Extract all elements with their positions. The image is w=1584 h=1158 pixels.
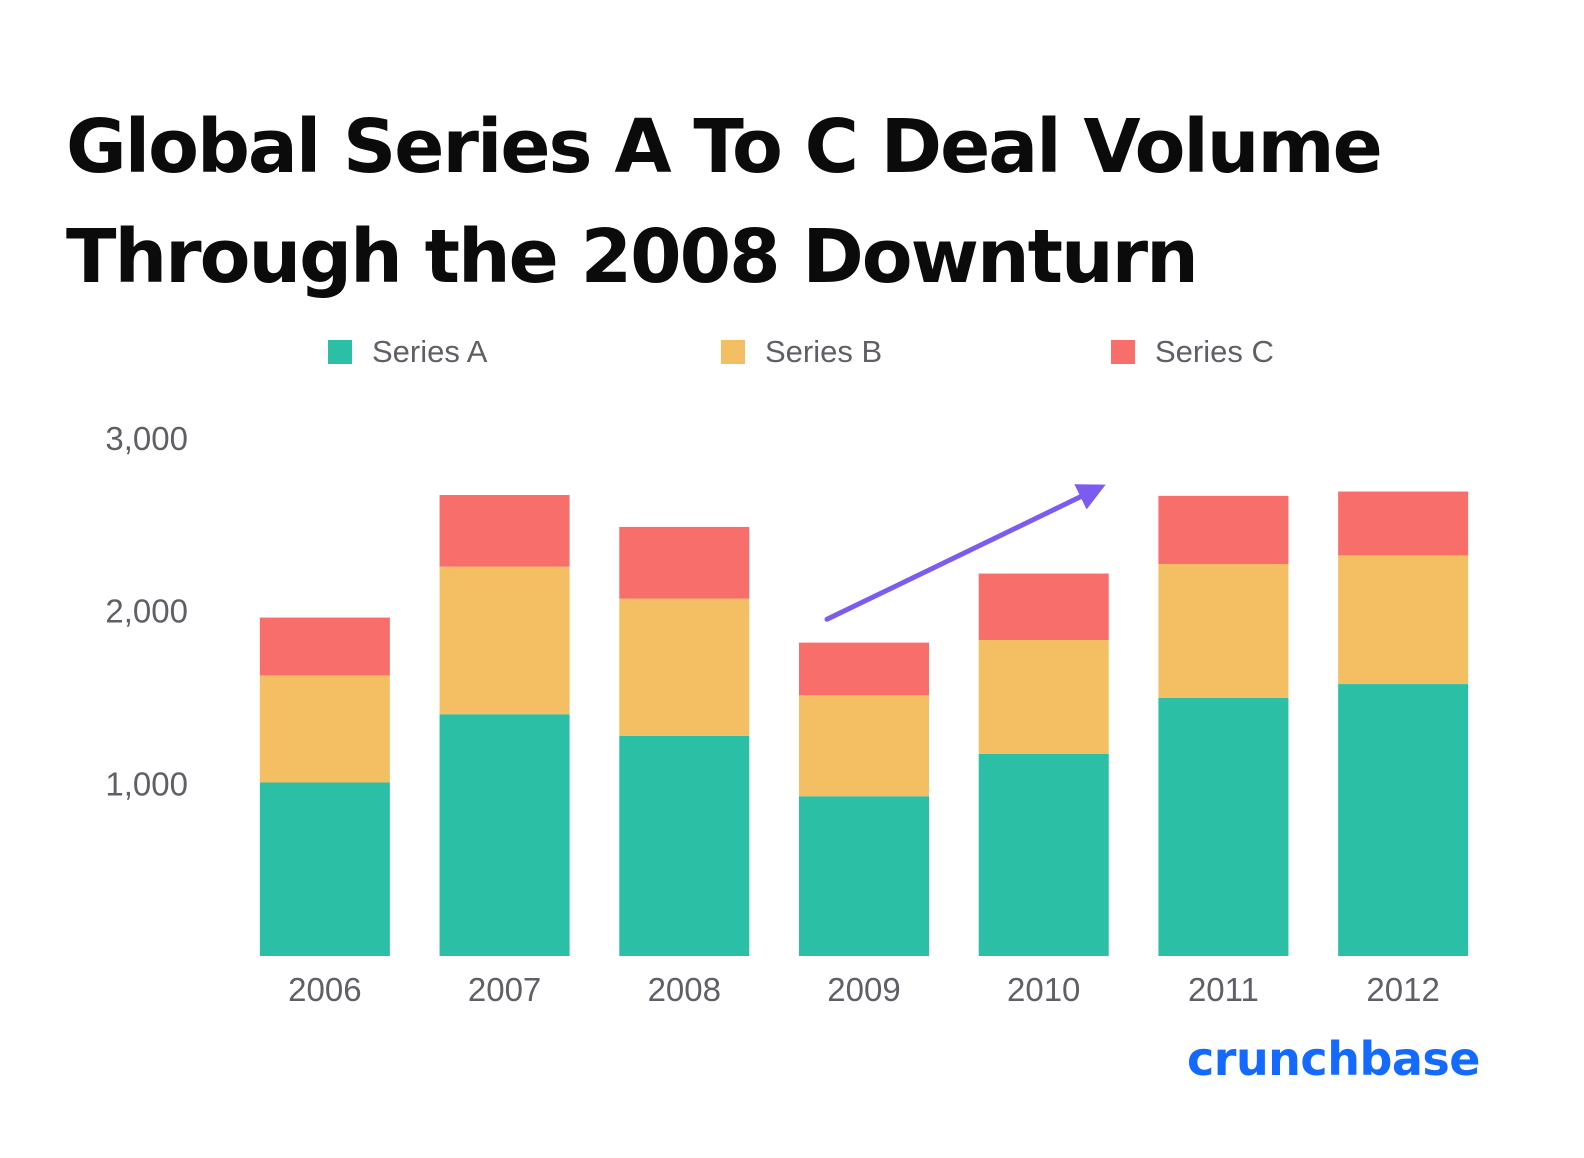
chart-title-line-2: Through the 2008 Downturn xyxy=(66,214,1199,300)
legend-item-series-a: Series A xyxy=(328,330,487,374)
bar-stack-2007 xyxy=(439,494,570,956)
legend-swatch-series-a xyxy=(328,340,352,364)
legend-item-series-b: Series B xyxy=(721,330,882,374)
bar-segment-series-c-2010 xyxy=(978,573,1109,641)
bar-segment-series-a-2006 xyxy=(259,782,390,956)
bar-stack-2012 xyxy=(1338,491,1469,956)
bar-stack-2006 xyxy=(259,617,390,956)
x-tick-label: 2010 xyxy=(1007,971,1080,1008)
legend-label-series-b: Series B xyxy=(765,334,883,369)
crunchbase-logo: crunchbase xyxy=(1186,1032,1481,1086)
bar-segment-series-a-2007 xyxy=(439,714,570,956)
bar-segment-series-b-2011 xyxy=(1158,564,1289,698)
bar-segment-series-a-2009 xyxy=(799,796,929,956)
y-tick-label: 3,000 xyxy=(105,420,188,457)
x-tick-label: 2009 xyxy=(827,971,900,1008)
bar-segment-series-a-2011 xyxy=(1158,697,1289,956)
chart-title-line-1: Global Series A To C Deal Volume xyxy=(66,104,1383,190)
trend-arrow-head xyxy=(1074,484,1106,510)
bar-segment-series-b-2007 xyxy=(439,566,570,715)
bar-segment-series-b-2012 xyxy=(1338,555,1469,685)
legend-swatch-series-b xyxy=(721,340,745,364)
legend-label-series-a: Series A xyxy=(372,334,488,369)
y-tick-label: 2,000 xyxy=(105,593,188,630)
bar-segment-series-c-2012 xyxy=(1338,491,1469,556)
x-tick-label: 2011 xyxy=(1188,971,1259,1008)
bar-segment-series-c-2007 xyxy=(439,494,570,567)
bar-segment-series-b-2006 xyxy=(259,675,390,783)
legend-item-series-c: Series C xyxy=(1111,330,1274,374)
bar-segment-series-c-2008 xyxy=(619,526,750,599)
bar-segment-series-a-2008 xyxy=(619,735,750,956)
bar-stack-2010 xyxy=(978,573,1109,956)
legend-label-series-c: Series C xyxy=(1155,334,1274,369)
bar-stack-2008 xyxy=(619,526,750,956)
bars xyxy=(259,491,1469,956)
y-tick-label: 1,000 xyxy=(105,765,188,802)
x-tick-label: 2008 xyxy=(648,971,721,1008)
bar-segment-series-b-2009 xyxy=(799,695,929,797)
chart-title: Global Series A To C Deal Volume Through… xyxy=(66,92,1526,312)
x-tick-label: 2006 xyxy=(288,971,361,1008)
x-axis: 2006 2007 2008 2009 2010 2011 2012 xyxy=(288,971,1440,1008)
chart-legend: Series A Series B Series C xyxy=(0,330,1584,374)
bar-stack-2009 xyxy=(799,642,929,956)
bar-segment-series-a-2010 xyxy=(978,753,1109,956)
annotations xyxy=(824,484,1106,622)
bar-segment-series-a-2012 xyxy=(1338,684,1469,956)
bar-segment-series-c-2011 xyxy=(1158,495,1289,565)
bar-segment-series-b-2010 xyxy=(978,640,1109,754)
bar-segment-series-c-2009 xyxy=(799,642,929,696)
x-tick-label: 2007 xyxy=(468,971,541,1008)
trend-arrow-shaft xyxy=(824,494,1084,622)
y-axis: 1,000 2,000 3,000 xyxy=(105,420,188,802)
bar-stack-2011 xyxy=(1158,495,1289,956)
x-tick-label: 2012 xyxy=(1366,971,1439,1008)
bar-segment-series-b-2008 xyxy=(619,598,750,736)
bar-segment-series-c-2006 xyxy=(259,617,390,676)
legend-swatch-series-c xyxy=(1111,340,1135,364)
